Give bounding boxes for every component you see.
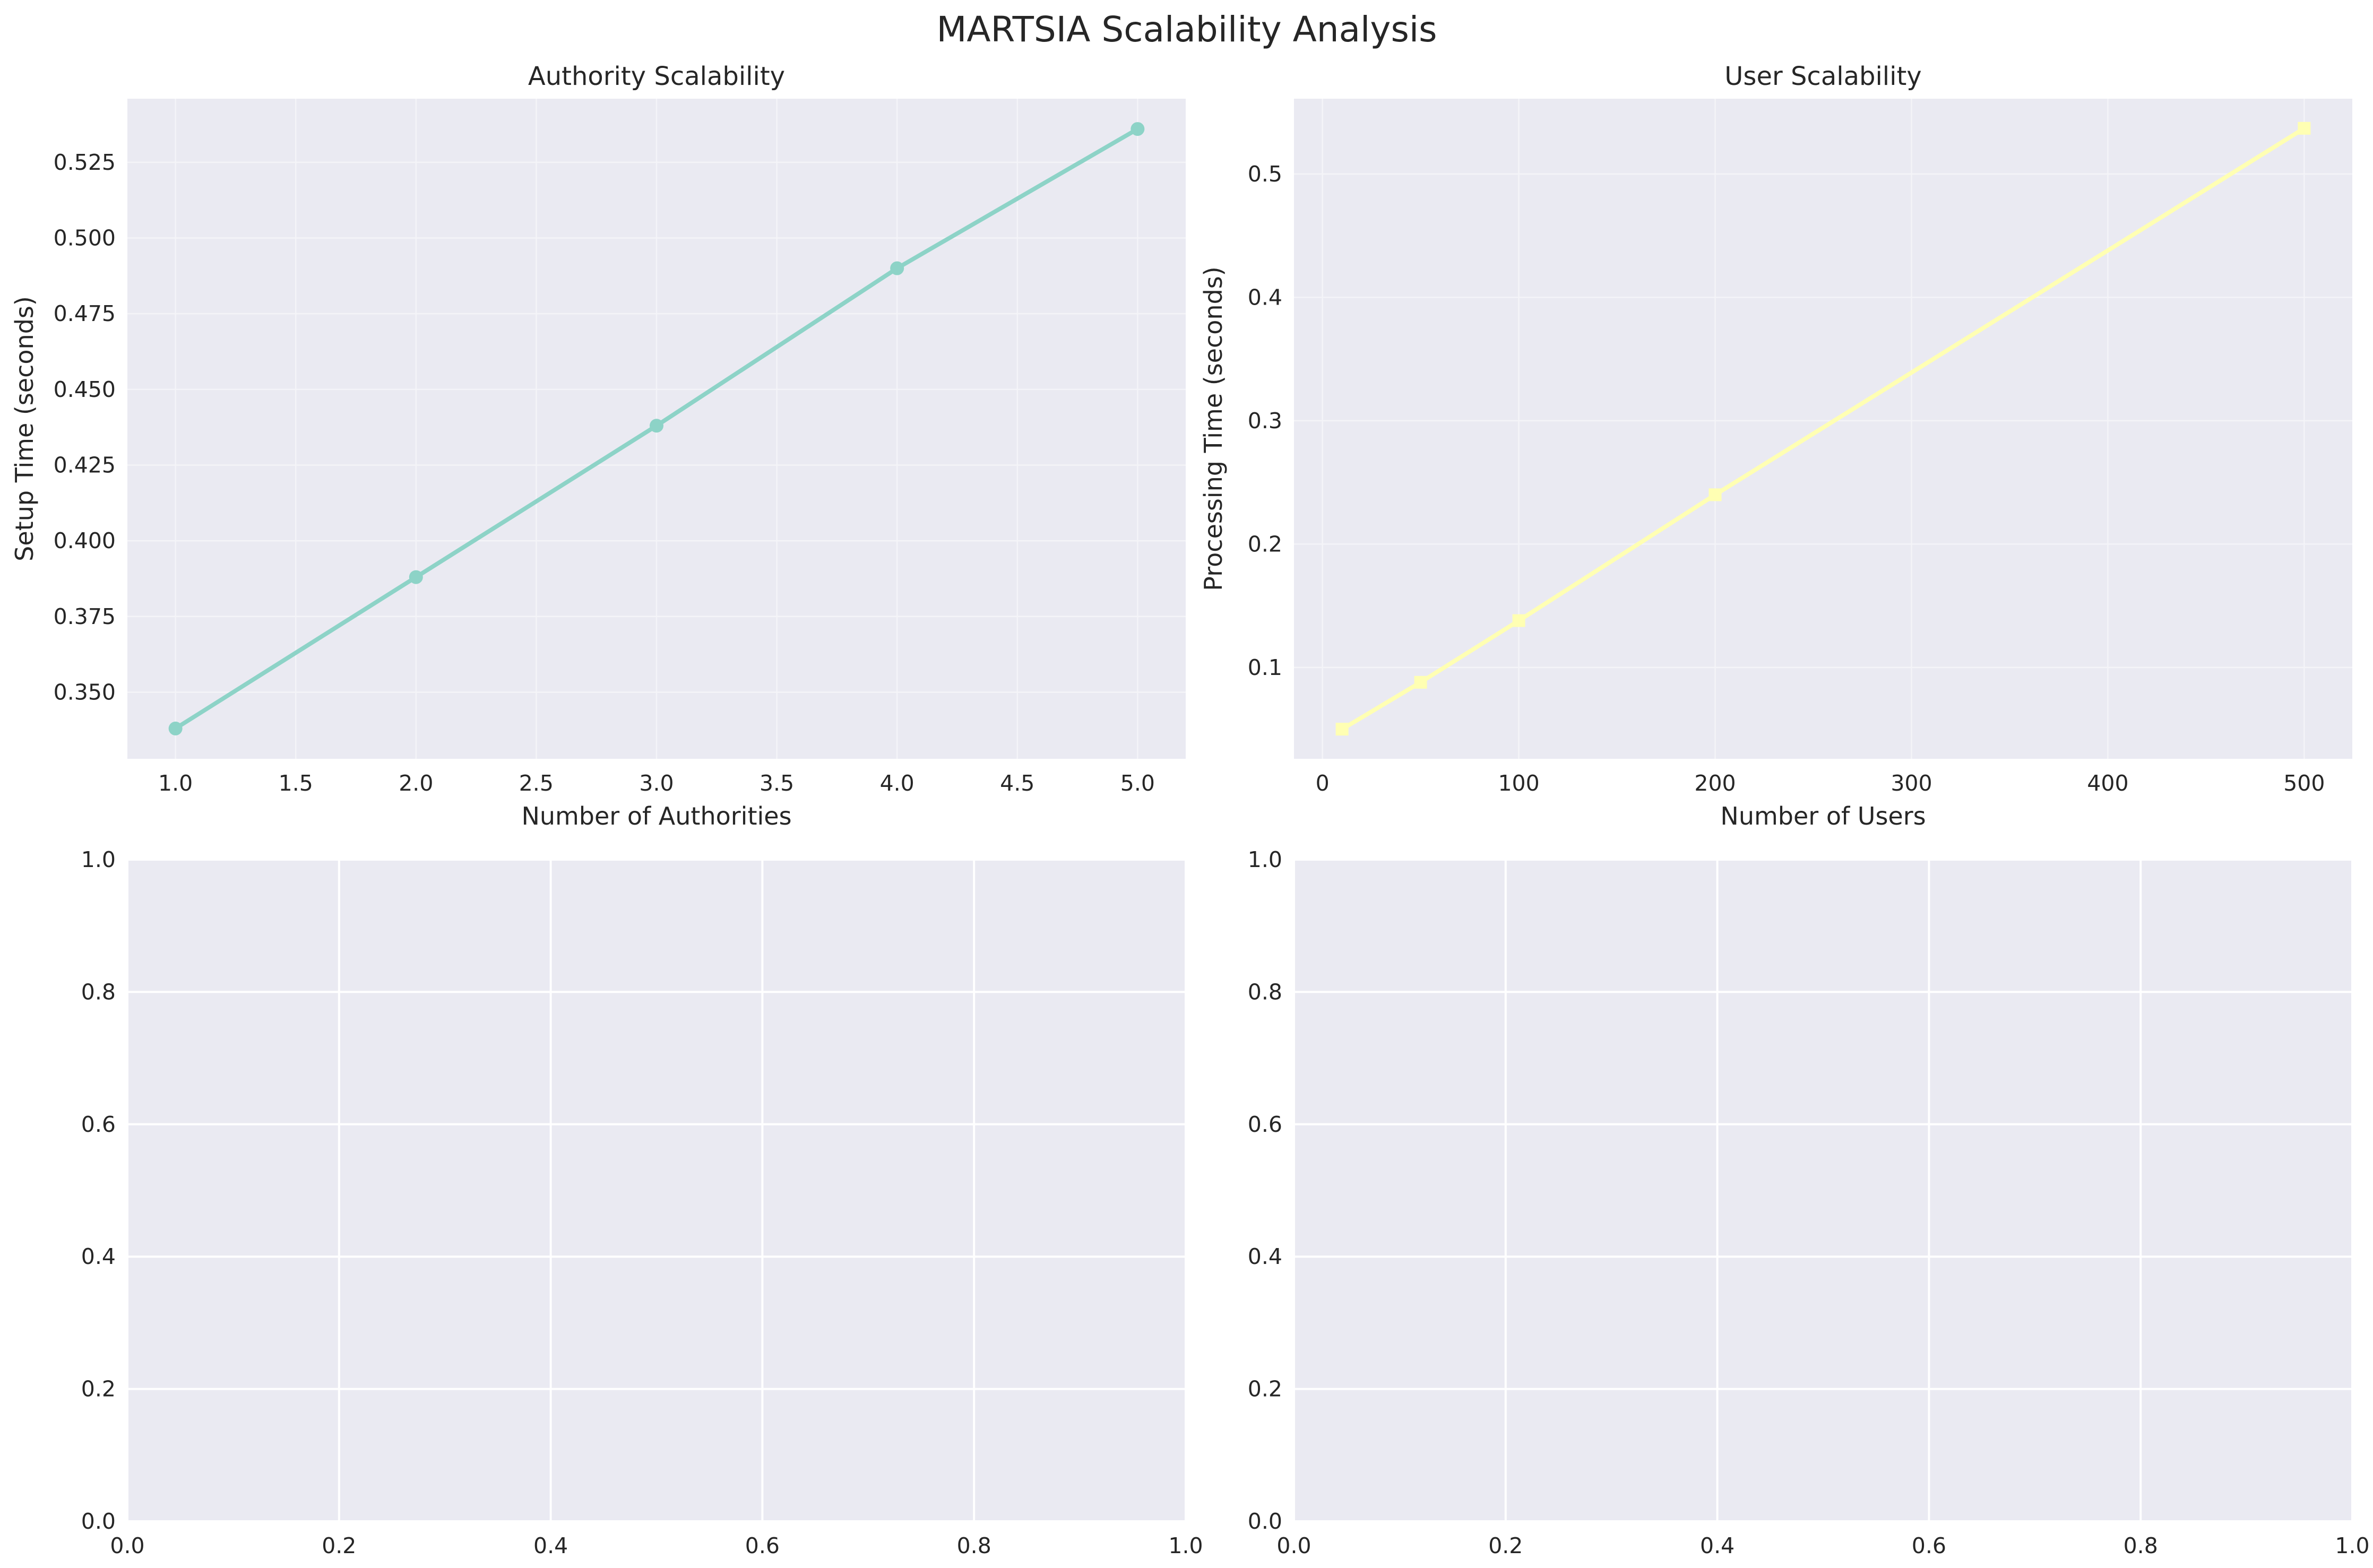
data-point-marker (650, 419, 663, 433)
subplot-authority-scalability: 1.0 1.5 2.0 2.5 3.0 3.5 4.0 4.5 5.0 0.3500.3750.… (10, 62, 1186, 830)
y-tick-label: 0.350 (54, 679, 116, 705)
x-tick-label: 3.0 (639, 770, 674, 796)
y-tick-label: 0.0 (81, 1509, 116, 1534)
x-tick-label: 1.0 (158, 770, 193, 796)
y-tick-label: 0.4 (1248, 284, 1282, 310)
data-point-marker (1708, 488, 1722, 501)
data-point-marker (890, 261, 904, 275)
grid-lines (1293, 859, 2353, 1522)
y-tick-label: 0.4 (81, 1244, 116, 1269)
y-tick-label: 0.525 (54, 150, 116, 175)
y-tick-label: 1.0 (81, 847, 116, 872)
grid-lines (127, 99, 1186, 759)
y-tick-label: 0.4 (1248, 1244, 1282, 1269)
x-axis-label: Number of Users (1720, 802, 1926, 830)
x-tick-label: 0.0 (110, 1533, 144, 1558)
data-point-marker (2298, 122, 2311, 135)
y-tick-label: 0.2 (1248, 531, 1282, 557)
y-tick-labels: 0.1 0.2 0.3 0.4 0.5 (1248, 161, 1282, 680)
y-tick-label: 0.400 (54, 528, 116, 553)
x-tick-label: 0.4 (533, 1533, 568, 1558)
x-tick-label: 300 (1891, 770, 1932, 796)
y-tick-label: 0.2 (81, 1376, 116, 1402)
y-axis-label: Setup Time (seconds) (10, 296, 39, 561)
x-tick-label: 4.5 (1000, 770, 1034, 796)
x-tick-label: 2.5 (519, 770, 554, 796)
subplot-user-scalability: 0 100 200 300 400 500 0.1 0.2 0.3 0.4 0.5 User Sc… (1199, 62, 2352, 830)
data-point-marker (1335, 723, 1349, 736)
x-tick-label: 0.6 (745, 1533, 780, 1558)
y-tick-label: 0.8 (1248, 979, 1282, 1004)
y-tick-label: 1.0 (1248, 847, 1282, 872)
x-tick-label: 1.0 (1168, 1533, 1203, 1558)
data-point-marker (409, 570, 423, 584)
subplot-empty-bottom-left: 0.0 0.2 0.4 0.6 0.8 1.0 0.0 0.2 0.4 0.6 0.8 1.0 (81, 847, 1203, 1558)
y-tick-labels: 0.350 0.375 0.400 0.425 0.450 0.475 0.500 0.525 (54, 150, 116, 705)
data-point-marker (1414, 675, 1427, 689)
x-axis-label: Number of Authorities (521, 802, 791, 830)
y-tick-label: 0.6 (1248, 1112, 1282, 1137)
x-tick-labels: 1.0 1.5 2.0 2.5 3.0 3.5 4.0 4.5 5.0 (158, 770, 1155, 796)
plot-area-background (1294, 860, 2352, 1521)
x-tick-label: 1.0 (2335, 1533, 2369, 1558)
y-tick-label: 0.3 (1248, 408, 1282, 434)
x-tick-label: 0.6 (1912, 1533, 1946, 1558)
y-tick-label: 0.475 (54, 301, 116, 326)
y-tick-label: 0.2 (1248, 1376, 1282, 1402)
y-tick-label: 0.425 (54, 452, 116, 478)
grid-lines (1294, 99, 2352, 759)
grid-lines (126, 859, 1187, 1522)
y-tick-label: 0.0 (1248, 1509, 1282, 1534)
x-tick-label: 0.2 (322, 1533, 356, 1558)
subplot-empty-bottom-right: 0.0 0.2 0.4 0.6 0.8 1.0 0.0 0.2 0.4 0.6 0.8 1.0 (1248, 847, 2370, 1558)
y-tick-label: 0.375 (54, 604, 116, 629)
y-tick-label: 0.8 (81, 979, 116, 1004)
x-tick-label: 200 (1694, 770, 1736, 796)
y-tick-labels: 0.0 0.2 0.4 0.6 0.8 1.0 (1248, 847, 1282, 1534)
subplot-title: User Scalability (1724, 62, 1921, 91)
x-tick-label: 400 (2087, 770, 2128, 796)
y-tick-label: 0.500 (54, 225, 116, 250)
x-tick-label: 500 (2283, 770, 2325, 796)
figure-title: MARTSIA Scalability Analysis (936, 9, 1437, 50)
series-layer (168, 122, 1145, 735)
x-tick-label: 0 (1316, 770, 1330, 796)
y-tick-labels: 0.0 0.2 0.4 0.6 0.8 1.0 (81, 847, 116, 1534)
subplot-title: Authority Scalability (528, 62, 785, 91)
y-tick-label: 0.450 (54, 377, 116, 402)
data-point-marker (168, 721, 183, 735)
x-tick-label: 0.8 (957, 1533, 991, 1558)
data-point-marker (1512, 614, 1525, 627)
data-point-marker (1131, 122, 1145, 136)
x-tick-label: 3.5 (760, 770, 794, 796)
x-tick-labels: 0.0 0.2 0.4 0.6 0.8 1.0 (1276, 1533, 2369, 1558)
x-tick-label: 2.0 (399, 770, 433, 796)
x-tick-label: 100 (1498, 770, 1539, 796)
x-tick-labels: 0 100 200 300 400 500 (1316, 770, 2325, 796)
y-tick-label: 0.5 (1248, 161, 1282, 187)
x-tick-label: 0.0 (1276, 1533, 1311, 1558)
x-tick-label: 1.5 (279, 770, 313, 796)
series-layer (1335, 122, 2311, 736)
x-tick-label: 0.4 (1700, 1533, 1735, 1558)
y-tick-label: 0.6 (81, 1112, 116, 1137)
x-tick-labels: 0.0 0.2 0.4 0.6 0.8 1.0 (110, 1533, 1203, 1558)
x-tick-label: 4.0 (880, 770, 914, 796)
x-tick-label: 0.2 (1488, 1533, 1523, 1558)
y-tick-label: 0.1 (1248, 655, 1282, 680)
y-axis-label: Processing Time (seconds) (1199, 266, 1228, 591)
x-tick-label: 5.0 (1120, 770, 1155, 796)
plot-area-background (127, 860, 1186, 1521)
x-tick-label: 0.8 (2124, 1533, 2158, 1558)
